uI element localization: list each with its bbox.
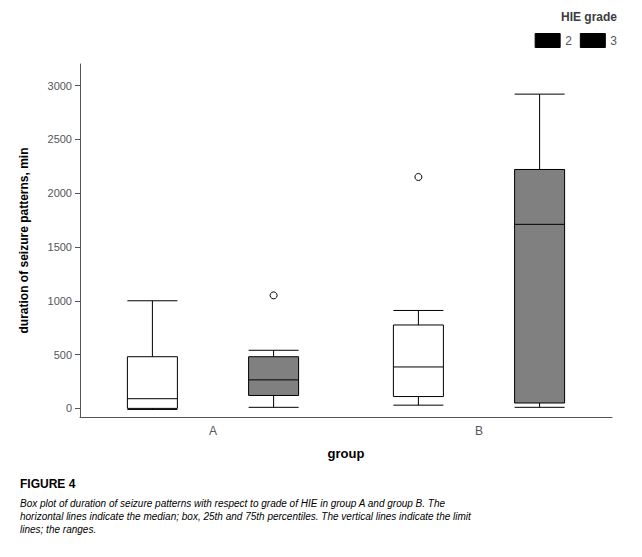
svg-text:500: 500 <box>54 349 72 361</box>
svg-text:lines; the ranges.: lines; the ranges. <box>20 524 96 535</box>
svg-text:Box plot of duration of seizur: Box plot of duration of seizure patterns… <box>20 498 445 509</box>
svg-text:HIE grade: HIE grade <box>561 10 617 24</box>
svg-text:1000: 1000 <box>48 295 72 307</box>
svg-text:FIGURE 4: FIGURE 4 <box>20 477 76 491</box>
svg-text:horizontal lines indicate the: horizontal lines indicate the median; bo… <box>20 511 472 522</box>
svg-text:group: group <box>328 446 365 461</box>
svg-text:2500: 2500 <box>48 133 72 145</box>
svg-text:0: 0 <box>66 402 72 414</box>
svg-text:2000: 2000 <box>48 187 72 199</box>
svg-text:duration of seizure patterns,: duration of seizure patterns, min <box>17 147 31 333</box>
svg-text:3: 3 <box>610 34 617 48</box>
svg-text:A: A <box>209 424 217 438</box>
svg-text:B: B <box>475 424 483 438</box>
svg-text:2: 2 <box>565 34 572 48</box>
svg-text:1500: 1500 <box>48 241 72 253</box>
svg-text:3000: 3000 <box>48 80 72 92</box>
